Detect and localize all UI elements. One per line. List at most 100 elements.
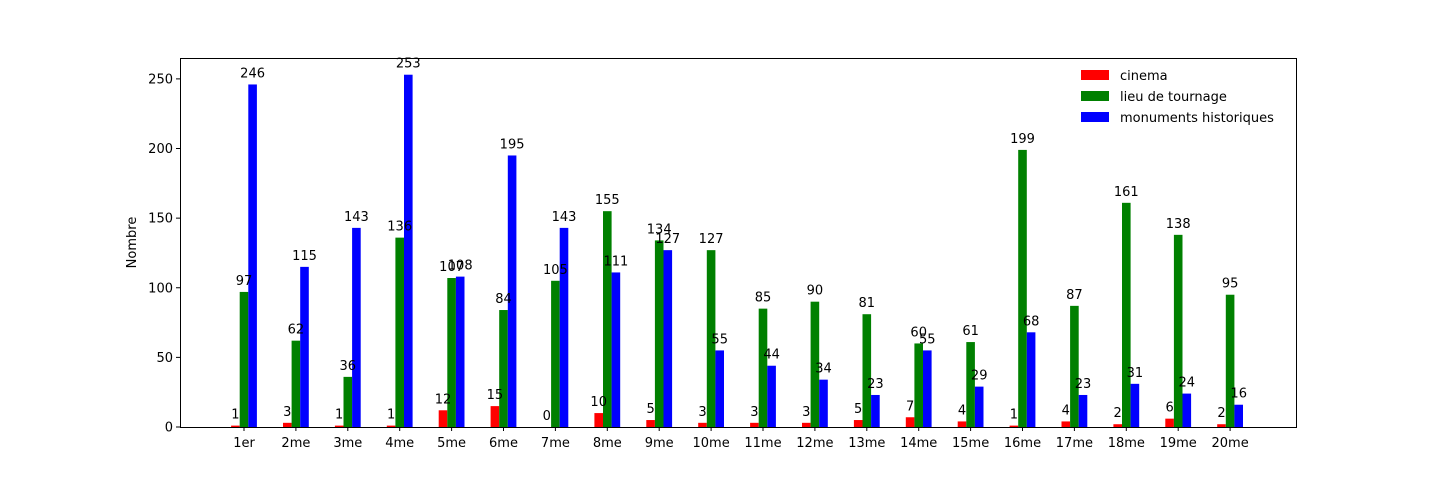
value-label-cinema-20me: 2 — [1217, 406, 1225, 421]
value-label-lieu-de-tournage-13me: 81 — [859, 296, 876, 311]
bar-lieu-de-tournage-18me — [1122, 202, 1131, 427]
value-label-monuments-historiques-9me: 127 — [655, 232, 680, 247]
value-label-lieu-de-tournage-5me: 107 — [439, 260, 464, 275]
bar-monuments-historiques-6me — [507, 155, 517, 427]
value-label-monuments-historiques-8me: 111 — [603, 254, 628, 269]
bar-cinema-6me — [490, 406, 500, 427]
value-label-monuments-historiques-2me: 115 — [292, 249, 317, 264]
value-label-cinema-9me: 5 — [646, 402, 654, 417]
bar-lieu-de-tournage-8me — [603, 211, 612, 427]
bar-cinema-2me — [283, 422, 292, 427]
value-label-cinema-5me: 12 — [435, 392, 452, 407]
legend-swatch-cinema — [1081, 70, 1109, 80]
value-label-cinema-7me: 0 — [543, 409, 551, 424]
bar-cinema-11me — [750, 422, 759, 427]
bar-lieu-de-tournage-4me — [395, 237, 404, 427]
value-label-cinema-14me: 7 — [906, 399, 914, 414]
bar-monuments-historiques-18me — [1130, 383, 1140, 427]
value-label-monuments-historiques-15me: 29 — [971, 369, 988, 384]
bar-lieu-de-tournage-7me — [551, 280, 560, 427]
x-axis: 1er 2me 3me 4me 5me 6me 7me 8me 9me 10me 11me 12me 1… — [233, 427, 1249, 451]
x-tick-label: 2me — [281, 436, 310, 451]
bar-cinema-12me — [802, 422, 811, 427]
x-tick-label: 20me — [1211, 436, 1248, 451]
value-label-lieu-de-tournage-14me: 60 — [910, 325, 927, 340]
value-label-monuments-historiques-4me: 253 — [396, 57, 421, 72]
value-label-lieu-de-tournage-3me: 36 — [340, 359, 357, 374]
legend-label-monuments-historiques: monuments historiques — [1120, 111, 1274, 126]
value-label-lieu-de-tournage-16me: 199 — [1010, 132, 1035, 147]
value-label-lieu-de-tournage-11me: 85 — [755, 291, 772, 306]
bar-cinema-20me — [1217, 424, 1226, 427]
x-tick-label: 9me — [645, 436, 674, 451]
bar-lieu-de-tournage-3me — [343, 376, 353, 427]
plot-frame — [180, 58, 1297, 428]
x-tick-label: 1er — [233, 436, 255, 451]
value-label-lieu-de-tournage-9me: 134 — [647, 222, 672, 237]
value-label-lieu-de-tournage-6me: 84 — [495, 292, 512, 307]
value-label-lieu-de-tournage-17me: 87 — [1066, 288, 1083, 303]
bar-lieu-de-tournage-16me — [1018, 149, 1027, 427]
bar-monuments-historiques-8me — [611, 272, 621, 427]
legend-label-cinema: cinema — [1120, 69, 1168, 84]
y-axis-label: Nombre — [125, 217, 140, 269]
value-label-lieu-de-tournage-12me: 90 — [807, 284, 824, 299]
value-label-monuments-historiques-19me: 24 — [1179, 376, 1196, 391]
bar-cinema-5me — [438, 410, 448, 427]
bar-cinema-1er — [231, 425, 240, 427]
bar-monuments-historiques-5me — [455, 276, 465, 427]
value-label-monuments-historiques-11me: 44 — [763, 348, 780, 363]
value-label-cinema-18me: 2 — [1114, 406, 1122, 421]
value-label-monuments-historiques-14me: 55 — [919, 332, 936, 347]
x-tick-label: 14me — [900, 436, 937, 451]
bar-lieu-de-tournage-14me — [914, 343, 923, 427]
value-label-lieu-de-tournage-19me: 138 — [1166, 217, 1191, 232]
value-label-cinema-10me: 3 — [698, 405, 706, 420]
x-tick-label: 7me — [541, 436, 570, 451]
bar-lieu-de-tournage-17me — [1070, 305, 1079, 427]
bar-cinema-17me — [1061, 421, 1071, 427]
value-label-monuments-historiques-6me: 195 — [500, 137, 525, 152]
y-tick-label: 200 — [148, 142, 173, 157]
bar-monuments-historiques-20me — [1234, 404, 1243, 427]
bar-cinema-13me — [853, 420, 863, 427]
value-label-monuments-historiques-1er: 246 — [240, 66, 265, 81]
bar-monuments-historiques-14me — [923, 350, 932, 427]
value-label-monuments-historiques-18me: 31 — [1127, 366, 1144, 381]
x-tick-label: 13me — [848, 436, 885, 451]
value-label-lieu-de-tournage-7me: 105 — [543, 263, 568, 278]
value-label-lieu-de-tournage-15me: 61 — [962, 324, 979, 339]
y-tick-label: 100 — [148, 281, 173, 296]
bar-monuments-historiques-2me — [300, 266, 309, 427]
bar-lieu-de-tournage-5me — [447, 278, 456, 427]
y-tick-label: 50 — [156, 351, 173, 366]
value-label-monuments-historiques-5me: 108 — [448, 259, 473, 274]
value-label-cinema-19me: 6 — [1165, 401, 1173, 416]
value-label-lieu-de-tournage-10me: 127 — [699, 232, 724, 247]
bar-cinema-10me — [698, 422, 707, 427]
value-label-cinema-4me: 1 — [387, 408, 395, 423]
value-label-cinema-15me: 4 — [958, 403, 966, 418]
value-label-lieu-de-tournage-2me: 62 — [288, 323, 305, 338]
value-label-lieu-de-tournage-8me: 155 — [595, 193, 620, 208]
y-tick-label: 0 — [165, 421, 173, 436]
bar-cinema-16me — [1009, 425, 1019, 427]
value-label-cinema-1er: 1 — [231, 408, 239, 423]
value-label-lieu-de-tournage-20me: 95 — [1222, 277, 1239, 292]
bar-cinema-19me — [1165, 418, 1174, 427]
bar-cinema-18me — [1113, 424, 1122, 427]
bar-monuments-historiques-11me — [767, 365, 776, 427]
value-label-cinema-11me: 3 — [750, 405, 758, 420]
value-label-cinema-3me: 1 — [335, 408, 343, 423]
bar-lieu-de-tournage-13me — [862, 314, 872, 427]
y-axis: 0 50 100 150 200 250 — [148, 72, 180, 436]
y-tick-label: 150 — [148, 212, 173, 227]
bar-cinema-4me — [386, 425, 396, 427]
value-label-cinema-2me: 3 — [283, 405, 291, 420]
x-tick-label: 6me — [489, 436, 518, 451]
bar-monuments-historiques-10me — [715, 350, 724, 427]
value-label-monuments-historiques-13me: 23 — [867, 377, 884, 392]
bar-monuments-historiques-4me — [404, 74, 413, 428]
bar-monuments-historiques-9me — [663, 250, 673, 427]
